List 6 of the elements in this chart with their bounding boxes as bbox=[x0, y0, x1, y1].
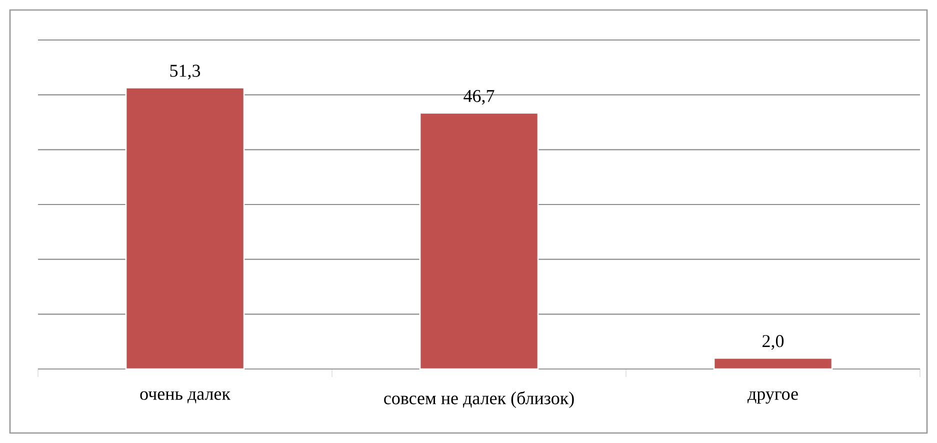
data-label: 46,7 bbox=[464, 90, 494, 105]
x-tick-label: другое bbox=[747, 391, 798, 404]
x-tick-label: очень далек bbox=[140, 391, 230, 404]
data-label: 2,0 bbox=[762, 335, 784, 350]
x-tick-label: совсем не далек (близок) bbox=[384, 391, 574, 408]
data-label: 51,3 bbox=[170, 64, 200, 80]
